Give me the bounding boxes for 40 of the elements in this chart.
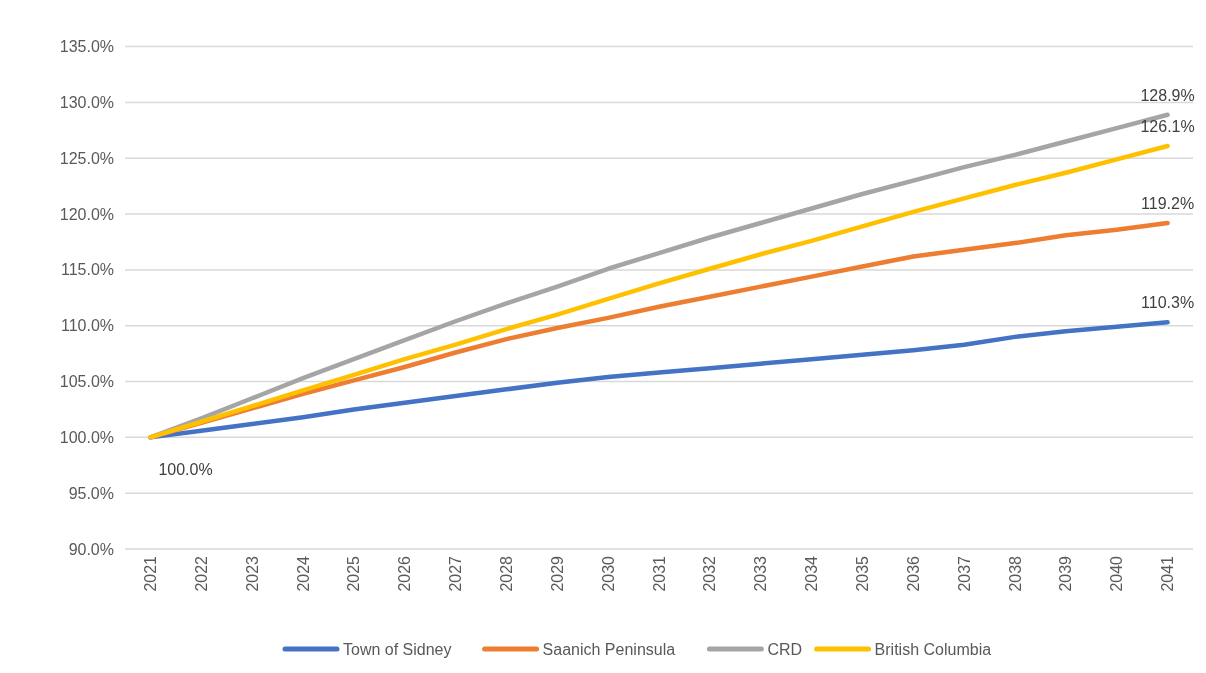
x-tick-label: 2031 [650,555,668,592]
x-tick-label: 2025 [345,555,363,592]
y-tick-label: 120.0% [59,205,114,223]
x-tick-label: 2037 [955,555,973,592]
x-tick-label: 2039 [1057,555,1075,592]
y-tick-label: 135.0% [59,38,114,56]
y-tick-label: 100.0% [59,428,114,446]
y-tick-label: 90.0% [68,540,114,558]
legend-label: British Columbia [874,640,992,658]
x-tick-label: 2041 [1159,555,1177,592]
x-tick-label: 2036 [904,555,922,592]
x-tick-label: 2022 [192,555,210,592]
y-tick-label: 130.0% [59,94,114,112]
x-tick-label: 2040 [1108,555,1126,592]
x-tick-label: 2027 [447,555,465,592]
x-tick-label: 2028 [498,555,516,592]
x-tick-label: 2030 [599,555,617,592]
y-tick-label: 110.0% [60,317,114,335]
data-label: 110.3% [1141,294,1195,312]
y-tick-label: 115.0% [60,261,114,279]
legend-label: Saanich Peninsula [542,640,676,658]
x-tick-label: 2038 [1006,555,1024,592]
data-label: 128.9% [1140,86,1195,104]
x-tick-label: 2024 [294,555,312,592]
y-tick-label: 95.0% [68,484,114,502]
y-tick-label: 125.0% [59,149,114,167]
x-tick-label: 2035 [854,555,872,592]
x-tick-label: 2021 [142,555,160,592]
x-tick-label: 2029 [548,555,566,592]
x-tick-label: 2023 [243,555,261,592]
legend-label: CRD [767,640,803,658]
x-tick-label: 2033 [752,555,770,592]
data-label: 126.1% [1140,117,1195,135]
x-tick-label: 2034 [803,555,821,592]
data-label: 119.2% [1141,195,1195,212]
data-label: 100.0% [158,461,213,479]
x-tick-label: 2026 [396,555,414,592]
y-tick-label: 105.0% [59,373,114,391]
legend-label: Town of Sidney [343,640,452,658]
x-tick-label: 2032 [701,555,719,592]
